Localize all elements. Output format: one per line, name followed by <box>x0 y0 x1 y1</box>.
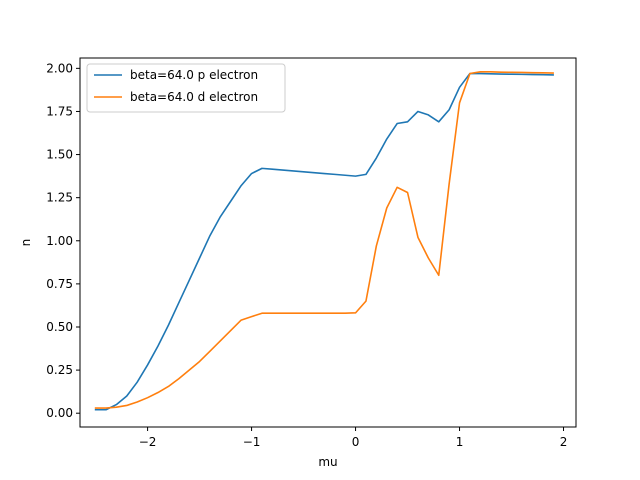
y-tick-label: 0.25 <box>46 363 73 377</box>
x-axis-ticks: −2 −1 0 1 2 <box>139 427 568 449</box>
y-tick-label: 0.50 <box>46 320 73 334</box>
legend-label-2: beta=64.0 d electron <box>130 90 258 104</box>
y-axis-label: n <box>19 239 33 247</box>
x-tick-label: 2 <box>560 435 568 449</box>
y-tick-label: 1.00 <box>46 234 73 248</box>
legend-box <box>86 63 286 113</box>
legend-label-1: beta=64.0 p electron <box>130 68 258 82</box>
y-axis-ticks: 0.00 0.25 0.50 0.75 1.00 1.25 1.50 1.75 2.00 <box>46 61 80 420</box>
y-tick-label: 1.75 <box>46 104 73 118</box>
y-tick-label: 0.00 <box>46 406 73 420</box>
axes-frame <box>79 57 577 428</box>
x-axis-label: mu <box>318 455 337 469</box>
x-tick-label: 0 <box>352 435 360 449</box>
y-tick-label: 2.00 <box>46 61 73 75</box>
series-line-1 <box>94 72 554 411</box>
x-tick-label: −1 <box>243 435 261 449</box>
y-tick-label: 0.75 <box>46 277 73 291</box>
x-tick-label: −2 <box>139 435 157 449</box>
x-tick-label: 1 <box>456 435 464 449</box>
plot-area <box>94 70 554 411</box>
y-tick-label: 1.50 <box>46 148 73 162</box>
y-tick-label: 1.25 <box>46 191 73 205</box>
legend: beta=64.0 p electron beta=64.0 d electron <box>86 63 286 113</box>
series-line-2 <box>94 70 554 409</box>
